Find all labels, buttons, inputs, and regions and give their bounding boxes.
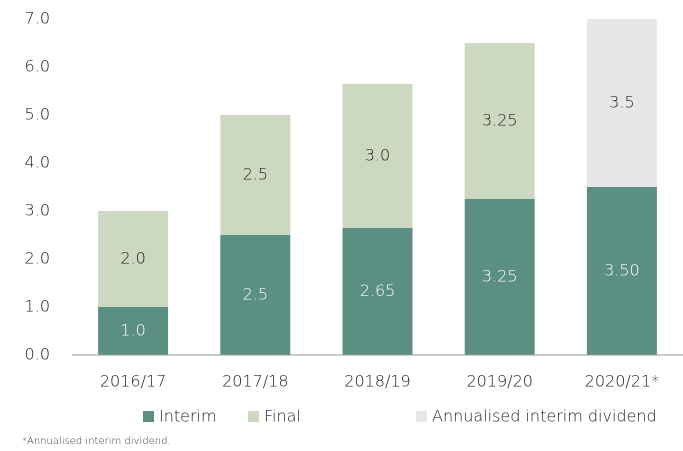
bar-segment — [98, 211, 169, 307]
y-tick-label: 1.0 — [25, 297, 50, 316]
y-tick-label: 3.0 — [25, 201, 50, 220]
value-label: 3.50 — [604, 261, 640, 280]
value-label: 2.65 — [360, 281, 396, 300]
value-label: 3.0 — [365, 145, 390, 164]
bar-segment — [342, 227, 413, 355]
y-tick-label: 2.0 — [25, 249, 50, 268]
bar-segment — [342, 83, 413, 228]
legend-label: Annualised interim dividend — [432, 407, 657, 426]
y-tick-label: 6.0 — [25, 57, 50, 76]
y-tick-label: 0.0 — [25, 345, 50, 364]
value-label: 3.25 — [482, 111, 518, 130]
x-tick-label: 2019/20 — [466, 372, 532, 391]
bar-segment — [586, 19, 657, 187]
x-tick-label: 2017/18 — [222, 372, 288, 391]
value-label: 2.5 — [243, 285, 268, 304]
value-label: 3.25 — [482, 267, 518, 286]
value-label: 2.0 — [120, 249, 145, 268]
x-tick-label: 2020/21* — [585, 372, 659, 391]
x-tick-label: 2016/17 — [100, 372, 166, 391]
y-tick-label: 7.0 — [25, 9, 50, 28]
legend-swatch — [416, 411, 427, 422]
bar-segment — [98, 307, 169, 355]
y-tick-label: 4.0 — [25, 153, 50, 172]
value-label: 3.5 — [609, 93, 634, 112]
footnote: *Annualised interim dividend. — [22, 436, 171, 447]
legend-swatch — [248, 411, 259, 422]
legend-swatch — [143, 411, 154, 422]
x-tick-label: 2018/19 — [344, 372, 410, 391]
legend-label: Interim — [159, 407, 217, 426]
y-tick-label: 5.0 — [25, 105, 50, 124]
value-label: 2.5 — [243, 165, 268, 184]
value-label: 1.0 — [120, 321, 145, 340]
bar-segment — [586, 187, 657, 355]
legend-label: Final — [264, 407, 301, 426]
bar-segment — [220, 115, 291, 235]
bar-segment — [220, 235, 291, 355]
bar-segment — [464, 43, 535, 199]
bar-segment — [464, 199, 535, 355]
